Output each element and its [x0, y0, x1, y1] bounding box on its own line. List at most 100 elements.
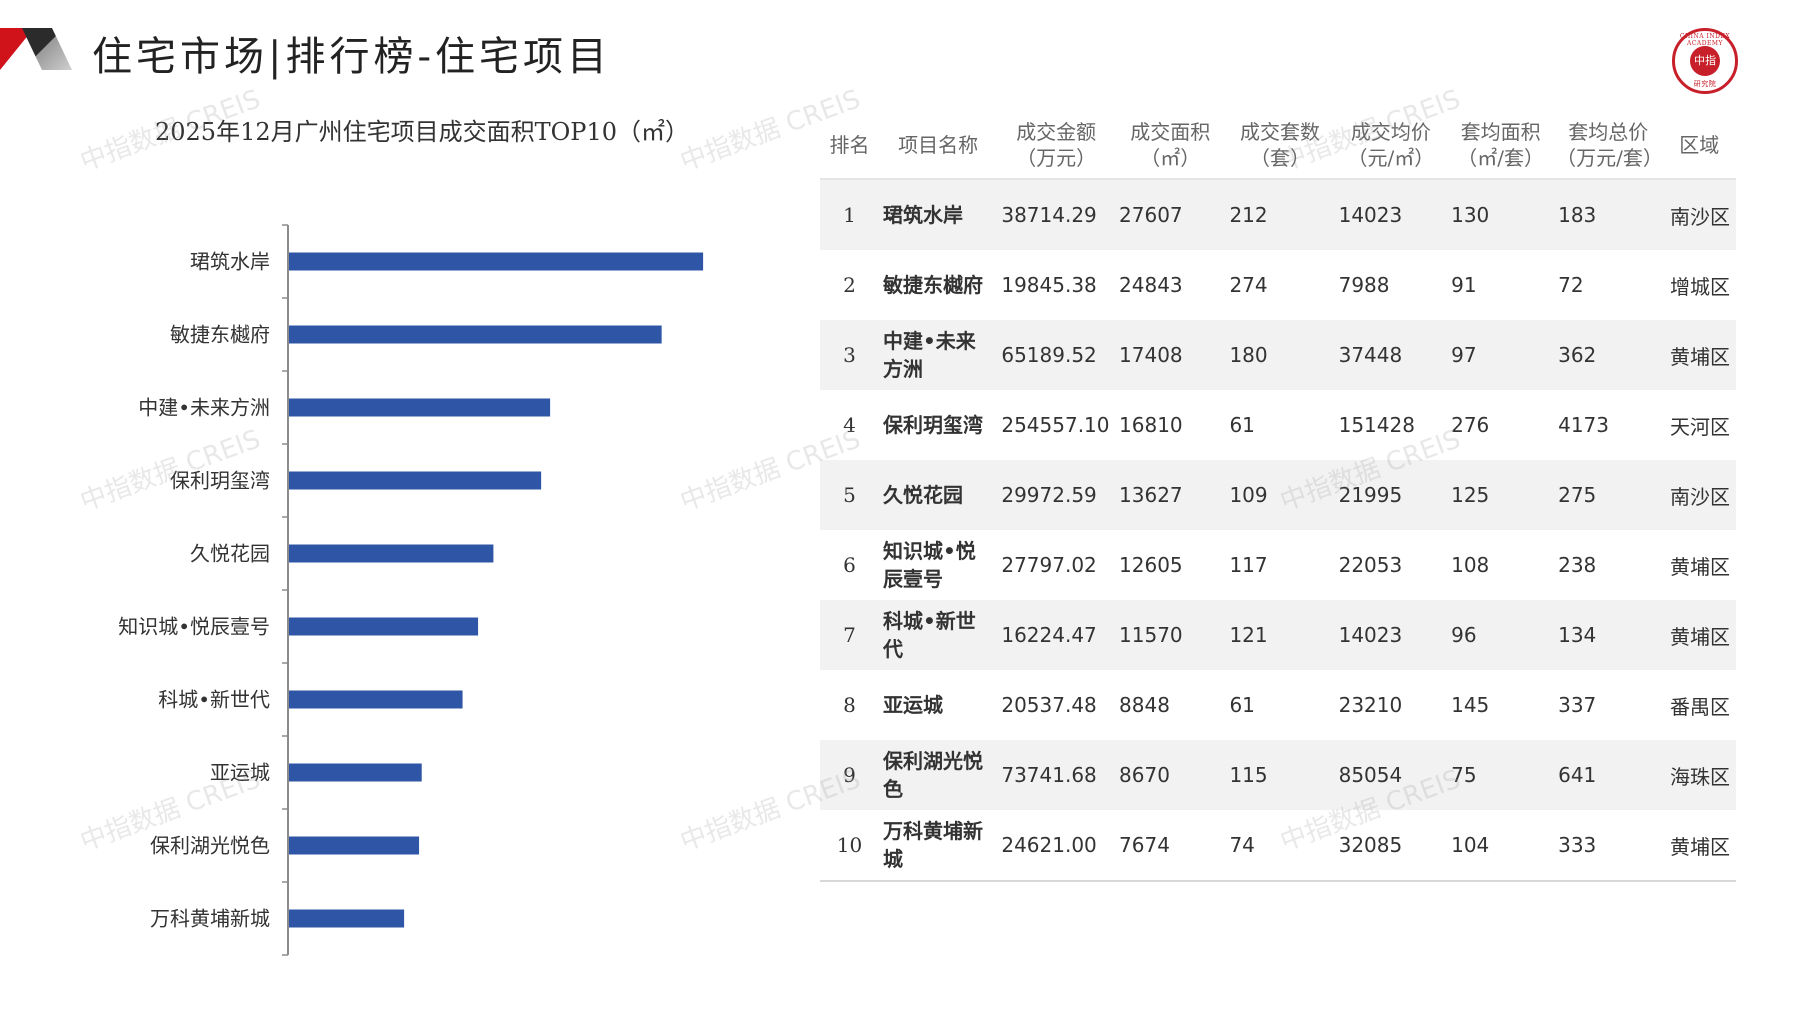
category-label: 珺筑水岸: [190, 250, 270, 274]
value-cell: 14023: [1338, 203, 1403, 227]
logo-ring-text: CHINA INDEX ACADEMY: [1679, 33, 1731, 47]
value-cell: 104: [1451, 833, 1490, 857]
chart-title: 2025年12月广州住宅项目成交面积TOP10（㎡）: [155, 118, 689, 146]
value-cell: 16810: [1119, 413, 1183, 437]
value-cell: 274: [1229, 273, 1268, 297]
table-row: 8 亚运城 20537.48 8848 61 23210 145 337 番禺区: [820, 670, 1736, 740]
project-name-cell: 敏捷东樾府: [883, 273, 983, 297]
value-cell: 4173: [1558, 413, 1610, 437]
table-row: 1 珺筑水岸 38714.29 27607 212 14023 130 183 南沙区: [820, 179, 1736, 250]
category-label: 久悦花园: [190, 542, 270, 566]
category-label: 知识城•悦辰壹号: [118, 615, 270, 639]
category-label: 万科黄埔新城: [150, 907, 270, 931]
logo-bottom-text: 研究院: [1693, 80, 1717, 88]
value-cell: 7988: [1338, 273, 1390, 297]
table-row: 9 保利湖光悦色 73741.68 8670 115 85054 75 641 海珠区: [820, 740, 1736, 810]
value-cell: 8670: [1119, 763, 1170, 787]
project-name-cell: 久悦花园: [883, 483, 963, 507]
value-cell: 7674: [1119, 833, 1170, 857]
value-cell: 115: [1229, 763, 1268, 787]
column-header: 区域: [1662, 112, 1736, 179]
value-cell: 14023: [1338, 623, 1403, 647]
value-cell: 17408: [1119, 343, 1183, 367]
bar: [289, 544, 494, 563]
value-cell: 27607: [1119, 203, 1183, 227]
column-header-text: （㎡）: [1140, 146, 1201, 170]
project-name-cell: 知识城•悦辰壹号: [883, 539, 976, 591]
rank-cell: 6: [843, 553, 856, 577]
category-label: 中建•未来方洲: [138, 396, 270, 420]
value-cell: 8848: [1119, 693, 1170, 717]
table-row: 5 久悦花园 29972.59 13627 109 21995 125 275 南沙区: [820, 460, 1736, 530]
table-row: 4 保利玥玺湾 254557.10 16810 61 151428 276 4173 天河区: [820, 390, 1736, 460]
category-label: 敏捷东樾府: [170, 323, 270, 347]
rank-cell: 5: [843, 483, 856, 507]
rank-cell: 8: [843, 693, 856, 717]
bar: [289, 471, 542, 490]
district-cell: 黄埔区: [1670, 834, 1730, 859]
value-cell: 117: [1229, 553, 1268, 577]
value-cell: 75: [1451, 763, 1477, 787]
column-header-text: 成交金额: [1016, 120, 1097, 144]
column-header: 项目名称: [879, 112, 997, 179]
value-cell: 85054: [1338, 763, 1403, 787]
project-name-cell: 亚运城: [883, 693, 943, 717]
column-header-text: （元/㎡）: [1347, 146, 1435, 170]
value-cell: 125: [1451, 483, 1490, 507]
value-cell: 24621.00: [1001, 833, 1097, 857]
column-header: 套均总价 （万元/套）: [1554, 112, 1663, 179]
column-header: 成交套数 （套）: [1225, 112, 1334, 179]
value-cell: 21995: [1338, 483, 1403, 507]
rank-cell: 9: [843, 763, 856, 787]
value-cell: 23210: [1338, 693, 1403, 717]
value-cell: 20537.48: [1001, 693, 1097, 717]
value-cell: 19845.38: [1001, 273, 1097, 297]
column-header-text: 区域: [1679, 133, 1720, 157]
ranking-table: 排名 项目名称 成交金额 （万元） 成交面积 （㎡） 成交套数 （套） 成交均价 （元/㎡） 套均面…: [820, 112, 1736, 882]
table-row: 3 中建•未来方洲 65189.52 17408 180 37448 97 362 黄埔区: [820, 320, 1736, 390]
column-header: 套均面积 （㎡/套）: [1447, 112, 1554, 179]
column-header: 成交金额 （万元）: [997, 112, 1115, 179]
value-cell: 96: [1451, 623, 1477, 647]
district-cell: 增城区: [1670, 274, 1730, 299]
value-cell: 61: [1229, 413, 1255, 437]
table-header-row: 排名 项目名称 成交金额 （万元） 成交面积 （㎡） 成交套数 （套） 成交均价 （元/㎡） 套均面…: [820, 112, 1736, 179]
value-cell: 13627: [1119, 483, 1183, 507]
value-cell: 74: [1229, 833, 1255, 857]
value-cell: 151428: [1338, 413, 1415, 437]
column-header-text: （套）: [1250, 146, 1311, 170]
value-cell: 337: [1558, 693, 1597, 717]
value-cell: 130: [1451, 203, 1490, 227]
column-header-text: 成交套数: [1240, 120, 1321, 144]
column-header-text: （㎡/套）: [1457, 146, 1544, 170]
value-cell: 38714.29: [1001, 203, 1097, 227]
value-cell: 362: [1558, 343, 1597, 367]
bar: [289, 252, 704, 271]
project-name-cell: 万科黄埔新城: [883, 819, 983, 871]
district-cell: 番禺区: [1670, 694, 1730, 719]
district-cell: 黄埔区: [1670, 624, 1730, 649]
value-cell: 12605: [1119, 553, 1183, 577]
district-cell: 天河区: [1670, 414, 1730, 439]
column-header-text: 成交均价: [1350, 120, 1431, 144]
project-name-cell: 保利湖光悦色: [883, 749, 983, 801]
column-header-text: 套均总价: [1568, 120, 1649, 144]
logo: CHINA INDEX ACADEMY 中指 研究院: [1672, 28, 1738, 94]
table-head: 排名 项目名称 成交金额 （万元） 成交面积 （㎡） 成交套数 （套） 成交均价 （元/㎡） 套均面…: [820, 112, 1736, 179]
bar: [289, 398, 551, 417]
value-cell: 254557.10: [1001, 413, 1110, 437]
column-header: 成交面积 （㎡）: [1115, 112, 1225, 179]
bar: [289, 836, 420, 855]
district-cell: 南沙区: [1670, 484, 1730, 509]
value-cell: 180: [1229, 343, 1268, 367]
value-cell: 121: [1229, 623, 1268, 647]
value-cell: 333: [1558, 833, 1597, 857]
value-cell: 91: [1451, 273, 1477, 297]
rank-cell: 10: [836, 833, 863, 857]
bar: [289, 617, 479, 636]
value-cell: 27797.02: [1001, 553, 1097, 577]
category-label: 科城•新世代: [158, 688, 270, 712]
value-cell: 238: [1558, 553, 1597, 577]
value-cell: 109: [1229, 483, 1268, 507]
value-cell: 134: [1558, 623, 1597, 647]
